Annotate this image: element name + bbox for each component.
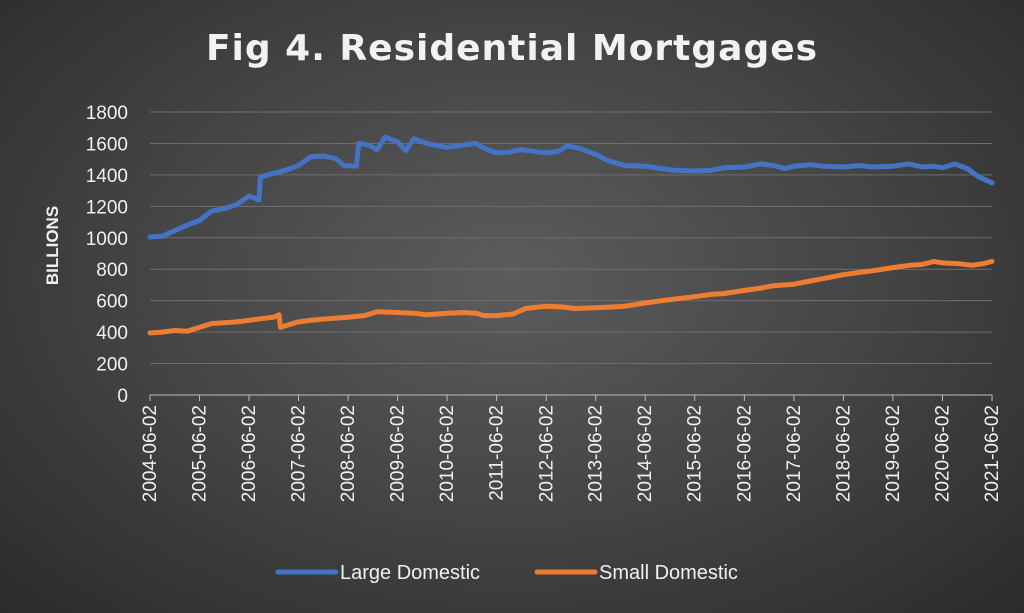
x-tick-label: 2017-06-02 [784,405,805,502]
y-tick-label: 600 [96,292,128,313]
y-tick-label: 1800 [86,103,128,124]
x-tick-label: 2005-06-02 [189,405,210,502]
x-tick-label: 2019-06-02 [883,405,904,502]
series-line-large-domestic [147,134,995,240]
x-tick-label: 2014-06-02 [635,405,656,502]
y-tick-label: 1200 [86,197,128,218]
x-tick-label: 2020-06-02 [933,405,954,502]
legend-label-large-domestic: Large Domestic [340,562,480,584]
x-tick-label: 2010-06-02 [437,405,458,502]
x-tick-label: 2007-06-02 [288,405,309,502]
y-tick-label: 1600 [86,134,128,155]
x-tick-label: 2009-06-02 [388,405,409,502]
x-tick-label: 2021-06-02 [982,405,1003,502]
x-tick-label: 2012-06-02 [536,405,557,502]
y-tick-label: 200 [96,355,128,376]
chart-title: Fig 4. Residential Mortgages [205,28,819,69]
y-tick-label: 1000 [86,229,128,250]
x-tick-label: 2008-06-02 [338,405,359,502]
x-tick-label: 2004-06-02 [140,405,161,502]
x-tick-label: 2018-06-02 [833,405,854,502]
x-tick-label: 2016-06-02 [734,405,755,502]
y-tick-label: 1400 [86,166,128,187]
legend-label-small-domestic: Small Domestic [599,562,738,584]
x-tick-label: 2015-06-02 [685,405,706,502]
x-tick-label: 2006-06-02 [239,405,260,502]
x-tick-label: 2011-06-02 [487,405,508,501]
y-tick-label: 400 [96,323,128,344]
y-tick-label: 0 [117,386,128,407]
y-tick-label: 800 [96,260,128,281]
x-tick-label: 2013-06-02 [586,405,607,502]
series-line-small-domestic [147,258,995,336]
y-axis-label: BILLIONS [43,206,62,285]
